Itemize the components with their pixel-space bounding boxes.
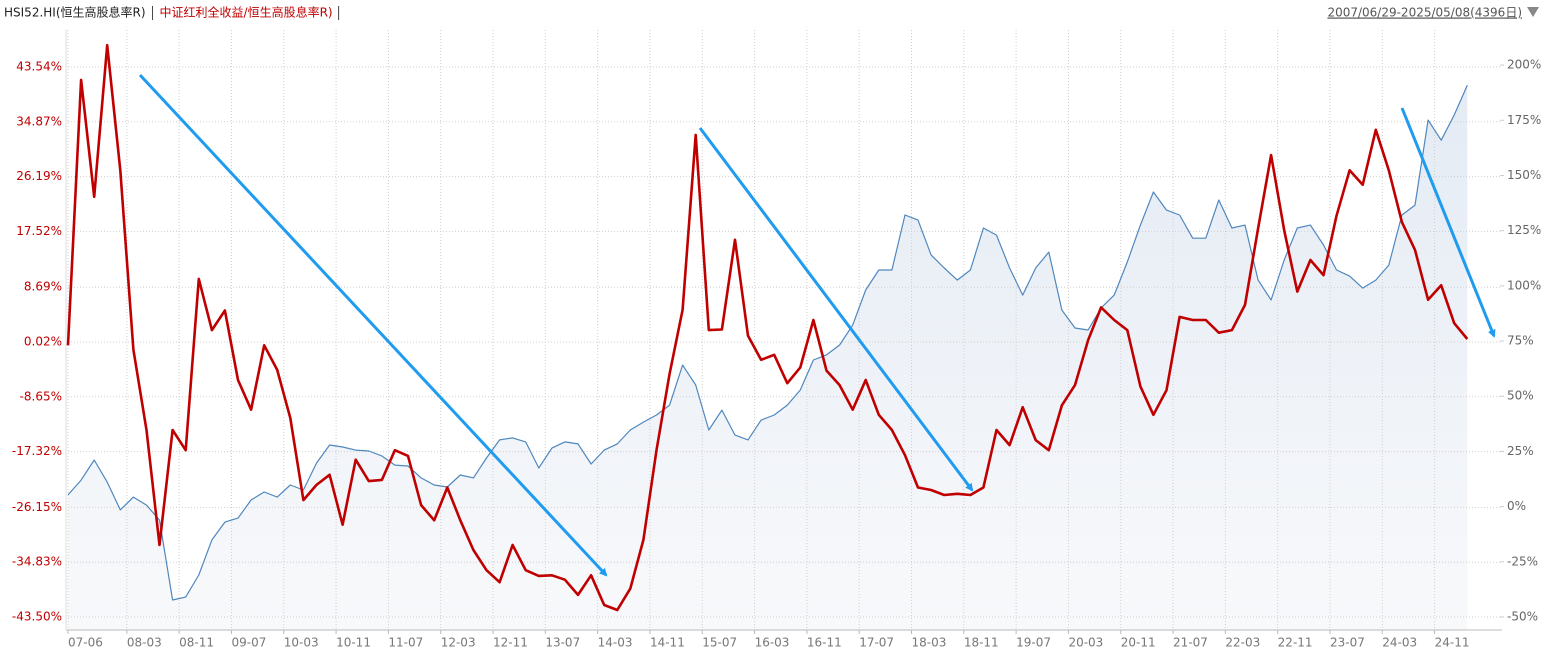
y2-tick-label: 75%: [1507, 334, 1534, 348]
x-tick-label: 19-07: [1016, 636, 1051, 650]
y2-tick-label: 150%: [1507, 168, 1541, 182]
plot-area: 07-06 08-03 08-11 09-07 10-03 10-11 11-07 12-03…: [12, 30, 1541, 650]
x-tick-label: 14-11: [650, 636, 685, 650]
y2-tick-label: 0%: [1507, 499, 1526, 513]
y-tick-label: 26.19%: [16, 169, 62, 183]
trend-arrow: [1400, 107, 1496, 338]
dropdown-icon[interactable]: [1527, 7, 1539, 17]
series-line: [66, 43, 1469, 612]
y-tick-label: -34.83%: [12, 555, 62, 569]
y-tick-label: 43.54%: [16, 60, 62, 74]
x-tick-label: 12-11: [493, 636, 528, 650]
x-tick-label: 07-06: [68, 636, 103, 650]
x-tick-label: 12-03: [441, 636, 476, 650]
x-tick-label: 17-07: [859, 636, 894, 650]
x-tick-label: 18-03: [912, 636, 947, 650]
y2-tick-label: 50%: [1507, 389, 1534, 403]
x-tick-label: 20-11: [1121, 636, 1156, 650]
y-tick-label: -26.15%: [12, 500, 62, 514]
y2-tick-label: 200%: [1507, 58, 1541, 72]
x-tick-label: 08-11: [179, 636, 214, 650]
y2-tick-label: -25%: [1507, 554, 1538, 568]
y-tick-label: -8.65%: [20, 389, 62, 403]
x-tick-label: 22-11: [1278, 636, 1313, 650]
x-tick-label: 21-07: [1173, 636, 1208, 650]
y2-tick-label: 100%: [1507, 278, 1541, 292]
legend-entry: HSI52.HI(恒生高股息率R): [4, 5, 146, 20]
y2-tick-label: 125%: [1507, 223, 1541, 237]
header: HSI52.HI(恒生高股息率R) 中证红利全收益/恒生高股息率R) 2007/…: [4, 5, 1539, 20]
x-tick-label: 16-11: [807, 636, 842, 650]
x-tick-label: 10-11: [336, 636, 371, 650]
annotation-arrows: [138, 73, 1496, 577]
y-tick-label: 8.69%: [24, 280, 62, 294]
y-tick-label: -17.32%: [12, 444, 62, 458]
y2-tick-label: 175%: [1507, 113, 1541, 127]
y-tick-label: 17.52%: [16, 224, 62, 238]
y2-tick-label: 25%: [1507, 444, 1534, 458]
legend-entry: 中证红利全收益/恒生高股息率R): [160, 5, 333, 20]
x-tick-label: 24-03: [1382, 636, 1417, 650]
x-tick-label: 24-11: [1435, 636, 1470, 650]
x-tick-label: 11-07: [388, 636, 423, 650]
trend-arrow: [138, 73, 608, 577]
date-range[interactable]: 2007/06/29-2025/05/08(4396日): [1327, 6, 1522, 20]
x-tick-label: 08-03: [127, 636, 162, 650]
x-tick-label: 23-07: [1330, 636, 1365, 650]
trend-arrow: [698, 127, 974, 492]
x-tick-label: 16-03: [755, 636, 790, 650]
x-tick-label: 15-07: [702, 636, 737, 650]
x-tick-label: 09-07: [231, 636, 266, 650]
x-tick-label: 13-07: [545, 636, 580, 650]
x-tick-label: 22-03: [1225, 636, 1260, 650]
x-tick-label: 20-03: [1068, 636, 1103, 650]
y2-tick-label: -50%: [1507, 609, 1538, 623]
y-tick-label: 34.87%: [16, 114, 62, 128]
x-tick-label: 14-03: [598, 636, 633, 650]
y-tick-label: -43.50%: [12, 609, 62, 623]
x-tick-label: 18-11: [964, 636, 999, 650]
y-tick-label: 0.02%: [24, 335, 62, 349]
x-tick-label: 10-03: [284, 636, 319, 650]
